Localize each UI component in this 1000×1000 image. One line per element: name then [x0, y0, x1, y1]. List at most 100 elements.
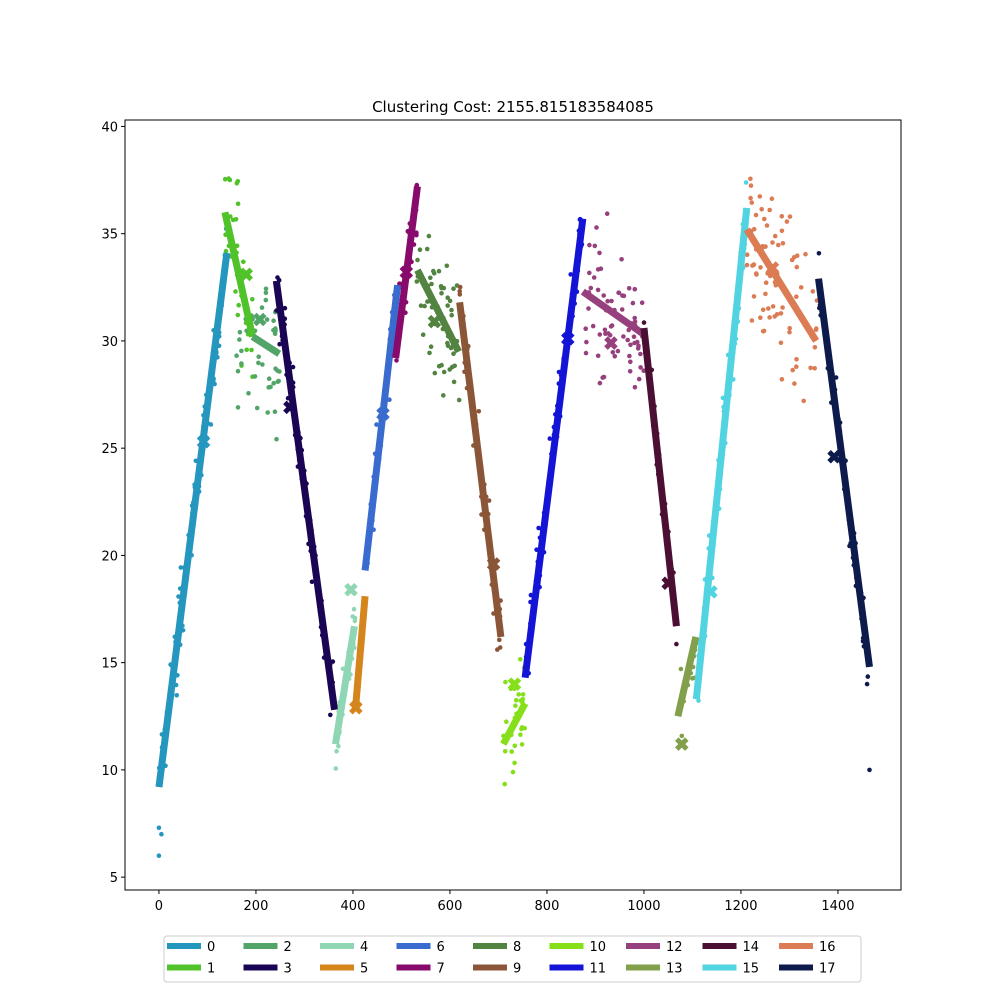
point-cluster-2	[263, 297, 269, 303]
point-cluster-2	[256, 354, 262, 360]
plot-frame	[124, 119, 902, 891]
point-cluster-8	[420, 332, 426, 338]
point-cluster-12	[627, 369, 633, 374]
point-cluster-8	[417, 247, 423, 252]
point-cluster-8	[422, 303, 427, 309]
y-tick-label: 5	[110, 871, 118, 886]
legend-label-2: 2	[284, 940, 292, 955]
point-cluster-8	[432, 370, 438, 376]
point-cluster-16	[759, 206, 764, 212]
legend-swatch-1	[167, 964, 201, 971]
fit-line-8	[414, 268, 462, 354]
x-axis: 0 200 400 600 800 1000 1200 1400	[155, 890, 854, 914]
point-cluster-8	[415, 257, 420, 263]
point-cluster-8	[449, 307, 454, 313]
point-cluster-1	[235, 312, 241, 318]
point-cluster-2	[263, 286, 269, 292]
point-cluster-8	[431, 271, 437, 276]
point-cluster-16	[749, 318, 755, 323]
point-cluster-15	[696, 698, 701, 703]
point-cluster-8	[444, 263, 450, 269]
point-cluster-16	[798, 285, 804, 290]
point-cluster-16	[757, 194, 763, 199]
centroid-8	[427, 314, 442, 329]
point-cluster-10	[516, 692, 521, 697]
point-cluster-12	[583, 350, 589, 356]
fit-line-4	[332, 625, 358, 745]
point-cluster-12	[597, 332, 603, 337]
point-cluster-8	[436, 268, 442, 274]
point-cluster-2	[260, 362, 265, 367]
fit-line-14	[640, 327, 680, 627]
fit-line-3	[272, 280, 338, 711]
point-cluster-8	[441, 393, 446, 398]
point-cluster-2	[271, 380, 277, 386]
point-cluster-12	[586, 306, 591, 311]
centroid-5	[349, 700, 363, 715]
point-cluster-13	[678, 666, 684, 672]
point-cluster-0	[156, 825, 162, 831]
point-cluster-12	[631, 334, 637, 340]
point-cluster-12	[583, 326, 588, 332]
point-cluster-12	[616, 290, 621, 296]
point-cluster-1	[222, 176, 228, 182]
point-cluster-8	[418, 303, 424, 309]
point-cluster-16	[753, 212, 759, 218]
point-cluster-12	[601, 293, 606, 298]
legend-label-14: 14	[743, 940, 760, 955]
point-cluster-15	[743, 180, 749, 185]
point-cluster-12	[615, 348, 621, 354]
point-cluster-16	[778, 311, 784, 316]
point-cluster-10	[512, 760, 517, 766]
point-cluster-16	[803, 251, 808, 257]
point-cluster-13	[679, 733, 685, 739]
point-cluster-11	[536, 525, 541, 531]
point-cluster-3	[309, 579, 315, 585]
point-cluster-12	[632, 286, 638, 292]
point-cluster-9	[486, 498, 492, 503]
point-cluster-16	[751, 226, 757, 232]
point-cluster-12	[605, 298, 610, 304]
point-cluster-10	[518, 732, 523, 737]
legend-swatch-16	[779, 943, 813, 949]
point-cluster-0	[156, 853, 162, 858]
point-cluster-12	[626, 286, 632, 291]
point-cluster-12	[635, 346, 641, 351]
fit-line-0	[155, 252, 231, 788]
point-cluster-4	[352, 618, 358, 624]
point-cluster-2	[259, 305, 265, 310]
point-cluster-8	[447, 298, 453, 304]
point-cluster-16	[792, 381, 797, 386]
point-cluster-4	[333, 766, 339, 771]
legend-swatch-17	[779, 964, 813, 971]
point-cluster-16	[770, 240, 775, 245]
point-cluster-16	[787, 329, 792, 335]
point-cluster-16	[808, 365, 813, 371]
point-cluster-2	[239, 361, 244, 366]
point-cluster-12	[603, 331, 608, 337]
point-cluster-16	[794, 357, 799, 362]
point-cluster-16	[772, 233, 778, 239]
point-cluster-2	[237, 337, 242, 342]
point-cluster-12	[595, 267, 601, 272]
point-cluster-2	[246, 391, 251, 396]
point-cluster-16	[784, 219, 790, 224]
y-tick-label: 25	[101, 442, 118, 457]
y-tick-label: 15	[101, 657, 118, 672]
point-cluster-12	[587, 242, 592, 248]
point-cluster-10	[520, 692, 526, 697]
point-cluster-12	[621, 334, 626, 339]
point-cluster-12	[587, 270, 592, 276]
point-cluster-16	[770, 304, 776, 309]
point-cluster-8	[439, 291, 444, 296]
point-cluster-12	[608, 324, 614, 329]
fit-line-6	[361, 284, 402, 571]
x-tick-label: 400	[341, 899, 366, 914]
point-cluster-16	[749, 200, 755, 205]
point-cluster-12	[641, 368, 646, 374]
centroid-11	[561, 332, 575, 346]
point-cluster-16	[751, 294, 757, 299]
point-cluster-2	[235, 368, 241, 374]
